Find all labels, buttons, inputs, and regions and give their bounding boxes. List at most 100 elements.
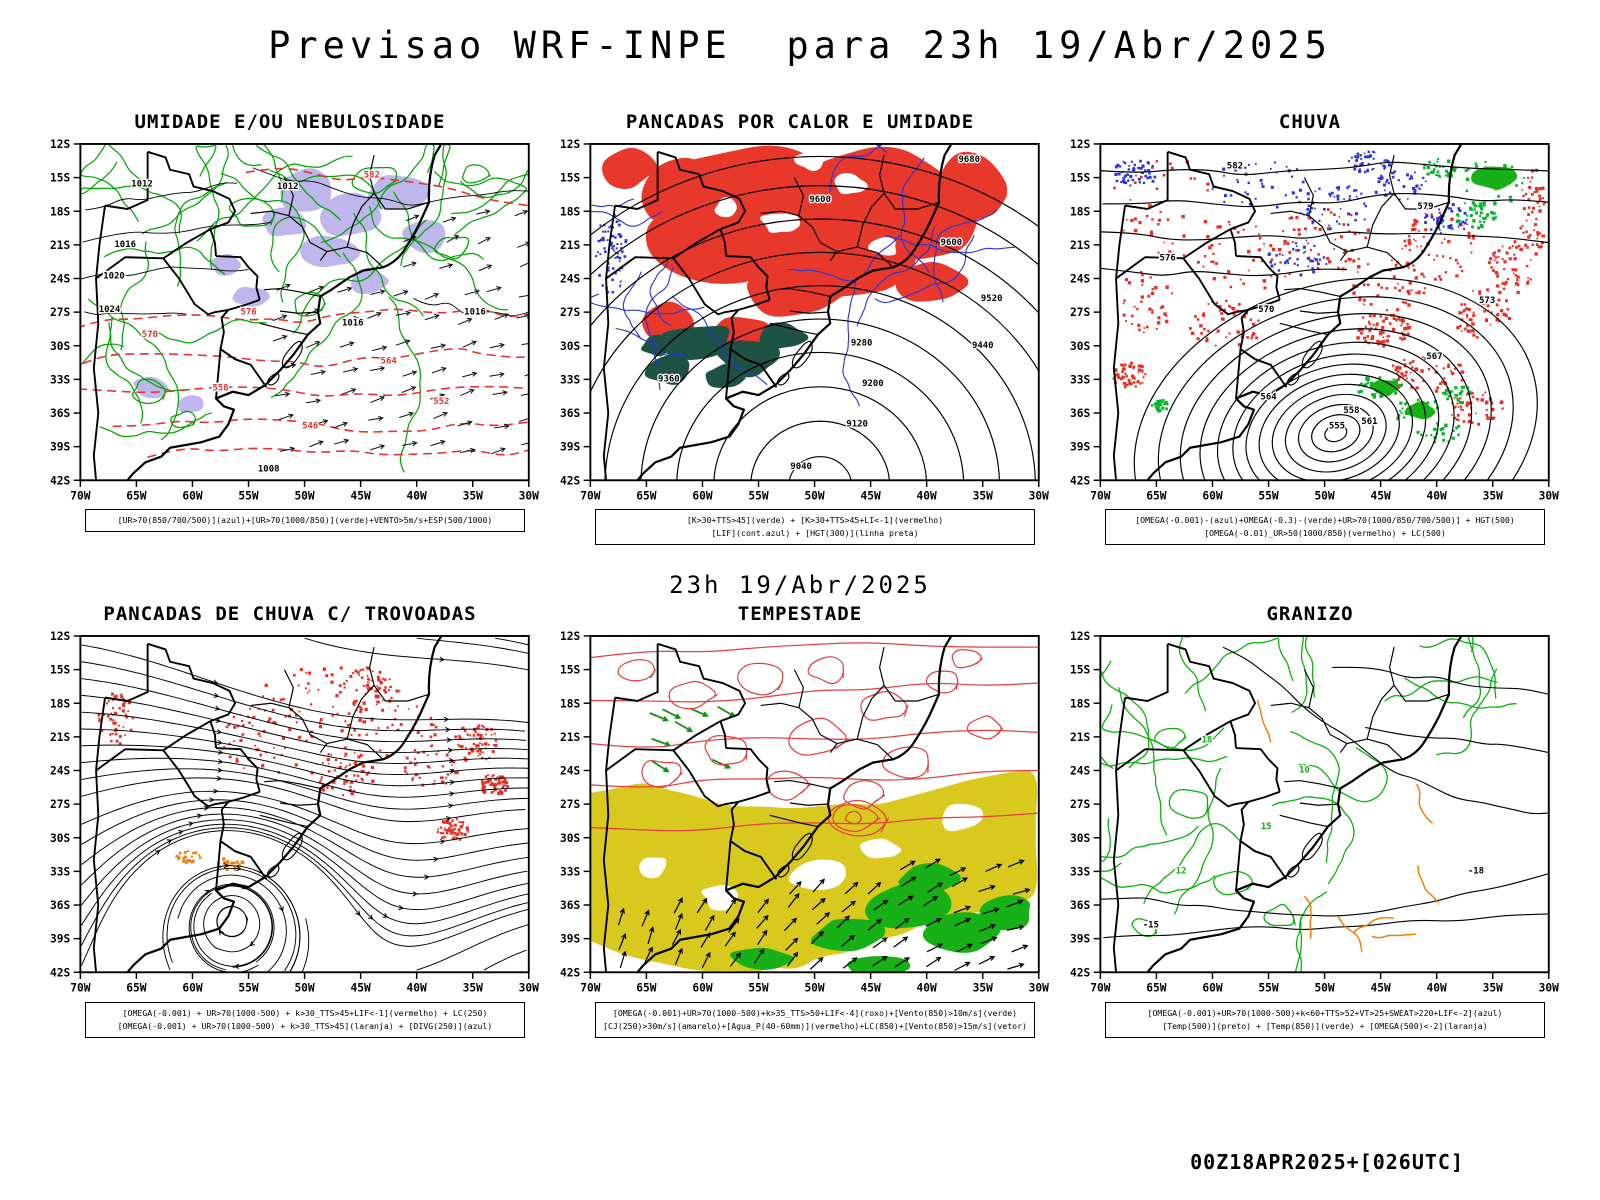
svg-text:576: 576 [240, 307, 256, 317]
svg-text:70W: 70W [70, 489, 90, 502]
svg-text:42S: 42S [50, 967, 70, 980]
legend-line: [LIF](cont.azul) + [HGT(300)](linha pret… [711, 528, 919, 539]
panel-title-chuva: CHUVA [1278, 111, 1342, 133]
svg-text:39S: 39S [1070, 933, 1090, 946]
svg-text:50W: 50W [804, 489, 824, 502]
svg-text:60W: 60W [182, 489, 202, 502]
svg-text:39S: 39S [560, 441, 580, 454]
svg-text:50W: 50W [294, 489, 314, 502]
svg-text:60W: 60W [692, 982, 712, 995]
svg-text:33S: 33S [1070, 373, 1090, 386]
svg-text:65W: 65W [126, 489, 146, 502]
map-pancadas-calor: 9680 9600 9600 9520 9440 9360 9280 9200 9120 9040… [560, 138, 1049, 502]
svg-text:39S: 39S [50, 933, 70, 946]
svg-text:18S: 18S [50, 698, 70, 711]
svg-text:9360: 9360 [658, 375, 680, 385]
svg-text:55W: 55W [238, 982, 258, 995]
svg-text:33S: 33S [50, 373, 70, 386]
svg-text:55W: 55W [1258, 489, 1278, 502]
panel-title-granizo: GRANIZO [1266, 603, 1354, 626]
legend-line: [OMEGA(-0.01)_UR>50(1000/850)(vermelho) … [1204, 528, 1446, 539]
svg-text:45W: 45W [861, 982, 881, 995]
legend-line: [UR>70(850/700/500)](azul)+[UR>70(1000/8… [117, 515, 493, 526]
svg-text:30S: 30S [50, 340, 70, 353]
svg-text:1008: 1008 [258, 464, 280, 474]
mid-caption: 23h 19/Abr/2025 [669, 571, 931, 600]
panel-title-pancadas-calor: PANCADAS POR CALOR E UMIDADE [625, 111, 975, 133]
svg-text:12S: 12S [1070, 630, 1090, 643]
svg-text:36S: 36S [1070, 407, 1090, 420]
svg-text:12S: 12S [560, 630, 580, 643]
svg-text:1024: 1024 [99, 305, 121, 315]
svg-text:30W: 30W [519, 489, 539, 502]
svg-text:30S: 30S [1070, 832, 1090, 845]
run-info: 00Z18APR2025+[026UTC] [1190, 1150, 1464, 1174]
svg-text:40W: 40W [917, 982, 937, 995]
svg-text:15S: 15S [1070, 172, 1090, 185]
svg-text:15S: 15S [560, 172, 580, 185]
svg-text:27S: 27S [1070, 306, 1090, 319]
bottom-row: PANCADAS DE CHUVA C/ TROVOADAS 12S 15S 18S… [0, 603, 1600, 1038]
svg-text:24S: 24S [50, 765, 70, 778]
legend-line: [CJ(250)>30m/s](amarelo)+[Agua_P(40-60mm… [603, 1020, 1027, 1031]
svg-text:36S: 36S [560, 899, 580, 912]
svg-text:9200: 9200 [862, 379, 884, 389]
svg-text:30S: 30S [560, 832, 580, 845]
svg-text:27S: 27S [560, 799, 580, 812]
svg-text:546: 546 [302, 422, 318, 432]
legend-umidade: [UR>70(850/700/500)](azul)+[UR>70(1000/8… [85, 509, 525, 533]
panel-pancadas-calor: PANCADAS POR CALOR E UMIDADE 9680 9600 960… [550, 111, 1050, 546]
svg-text:561: 561 [1361, 417, 1377, 427]
svg-text:33S: 33S [50, 866, 70, 879]
svg-text:21S: 21S [50, 731, 70, 744]
svg-text:576: 576 [1160, 254, 1176, 264]
svg-text:30S: 30S [50, 832, 70, 845]
svg-text:60W: 60W [692, 489, 712, 502]
svg-text:70W: 70W [1090, 489, 1110, 502]
svg-text:50W: 50W [1314, 982, 1334, 995]
svg-text:36S: 36S [1070, 899, 1090, 912]
legend-line: [OMEGA(-0.001)+UR>70(1000-500)+k<60+TTS>… [1147, 1007, 1503, 1018]
svg-text:55W: 55W [748, 489, 768, 502]
legend-line: [OMEGA(-0.001)+UR>70(1000-500)+k>35_TTS>… [612, 1007, 1018, 1018]
svg-text:40W: 40W [1427, 489, 1447, 502]
svg-text:33S: 33S [560, 866, 580, 879]
svg-text:27S: 27S [1070, 799, 1090, 812]
svg-text:65W: 65W [636, 489, 656, 502]
svg-text:24S: 24S [1070, 765, 1090, 778]
svg-text:42S: 42S [560, 474, 580, 487]
svg-text:558: 558 [1343, 406, 1359, 416]
svg-text:60W: 60W [1202, 982, 1222, 995]
legend-line: [Temp(500)](preto) + [Temp(850)](verde) … [1162, 1020, 1488, 1031]
svg-text:9440: 9440 [972, 341, 994, 351]
legend-line: [K>30+TTS>45](verde) + [K>30+TTS>45+LI<-… [686, 515, 944, 526]
svg-text:65W: 65W [636, 982, 656, 995]
legend-line: [OMEGA(-0.001) + UR>70(1000-500) + k>30_… [117, 1020, 493, 1031]
map-umidade-nebulosidade: 1012 1012 1016 1020 1024 1016 1016 1008 582 576 57… [50, 138, 539, 502]
svg-text:18S: 18S [1070, 698, 1090, 711]
svg-text:30S: 30S [560, 340, 580, 353]
svg-text:18S: 18S [560, 698, 580, 711]
svg-text:21S: 21S [1070, 239, 1090, 252]
svg-text:15S: 15S [1070, 664, 1090, 677]
svg-text:1012: 1012 [131, 180, 153, 190]
svg-text:1012: 1012 [277, 182, 299, 192]
svg-text:27S: 27S [560, 306, 580, 319]
svg-text:10: 10 [1299, 766, 1310, 776]
map-granizo: 18 15 12 10 -15 -18 12S 15S 18S 21S 24S 27S 30S 33S 36… [1070, 630, 1559, 995]
svg-text:35W: 35W [973, 489, 993, 502]
svg-text:50W: 50W [1314, 489, 1334, 502]
panel-chuva: CHUVA 582 579 576 573 570 567 564 561 558 555 12S 1… [1060, 111, 1560, 546]
svg-text:35W: 35W [1483, 489, 1503, 502]
svg-text:24S: 24S [560, 765, 580, 778]
svg-text:552: 552 [433, 397, 449, 407]
svg-text:1016: 1016 [464, 307, 486, 317]
svg-text:36S: 36S [50, 407, 70, 420]
legend-pancadas-calor: [K>30+TTS>45](verde) + [K>30+TTS>45+LI<-… [595, 509, 1035, 546]
svg-text:65W: 65W [126, 982, 146, 995]
svg-text:42S: 42S [1070, 474, 1090, 487]
svg-text:-18: -18 [1468, 867, 1484, 877]
